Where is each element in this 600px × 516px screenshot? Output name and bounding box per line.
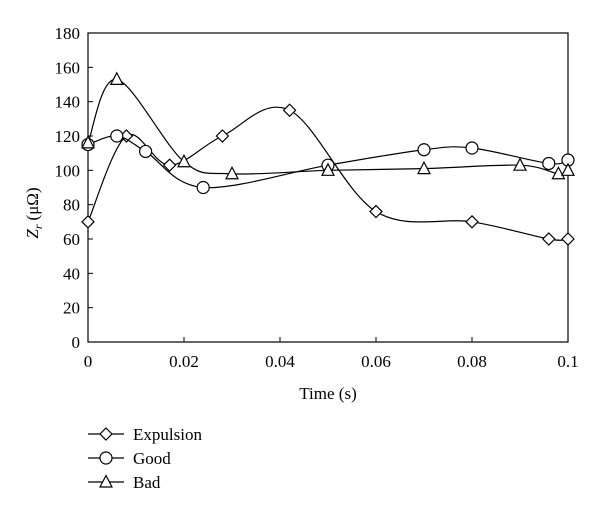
y-axis-symbol: Z	[23, 229, 42, 239]
data-point	[541, 232, 556, 246]
legend-item-expulsion: Expulsion	[88, 425, 202, 444]
series-good	[81, 129, 575, 195]
x-tick-label: 0.1	[557, 352, 578, 371]
axis-ticks: 0 0.02 0.04 0.06 0.08 0.1 0 20 40 60 80 100 120 140 16…	[55, 24, 579, 371]
data-point	[465, 141, 479, 155]
data-point	[513, 157, 527, 171]
data-point	[196, 180, 210, 195]
data-point	[177, 153, 191, 168]
data-point	[282, 103, 297, 118]
y-axis-title: Zr (μΩ)	[23, 187, 45, 238]
data-point	[81, 214, 95, 229]
data-point	[110, 129, 124, 143]
legend-item-good: Good	[88, 449, 171, 468]
data-point	[162, 158, 177, 173]
data-point	[225, 165, 239, 180]
series-expulsion	[81, 103, 575, 246]
series-layer	[81, 71, 575, 246]
legend-item-bad: Bad	[88, 473, 161, 492]
y-tick-label: 80	[63, 196, 80, 215]
data-point	[215, 129, 230, 143]
data-point	[321, 162, 335, 176]
x-axis-title: Time (s)	[299, 384, 356, 403]
series-line	[87, 78, 569, 175]
y-tick-label: 120	[55, 127, 81, 146]
y-axis-subscript: r	[31, 224, 45, 229]
y-axis-unit: (μΩ)	[23, 187, 42, 220]
legend-label: Good	[133, 449, 171, 468]
data-point	[109, 71, 124, 85]
x-tick-label: 0	[84, 352, 93, 371]
y-tick-label: 180	[55, 24, 81, 43]
data-point	[561, 162, 575, 176]
data-point	[465, 214, 479, 229]
legend-label: Bad	[133, 473, 161, 492]
data-point	[369, 204, 383, 219]
data-point	[542, 156, 556, 171]
legend: Expulsion Good Bad	[88, 425, 202, 492]
y-tick-label: 100	[55, 161, 81, 180]
y-tick-label: 140	[55, 93, 81, 112]
data-point	[417, 143, 431, 157]
data-point	[81, 135, 95, 149]
plot-frame	[87, 32, 569, 343]
data-point	[417, 160, 431, 175]
plot-area-border	[87, 32, 569, 343]
legend-label: Expulsion	[133, 425, 202, 444]
y-tick-label: 60	[63, 230, 80, 249]
legend-marker	[99, 451, 113, 465]
y-tick-label: 160	[55, 58, 81, 77]
y-tick-label: 20	[63, 299, 80, 318]
series-bad	[81, 71, 575, 180]
legend-marker	[99, 427, 113, 441]
y-tick-label: 0	[72, 333, 81, 352]
y-tick-label: 40	[63, 264, 80, 283]
data-point	[139, 144, 153, 159]
x-tick-label: 0.04	[265, 352, 295, 371]
data-point	[561, 232, 575, 246]
x-tick-label: 0.02	[169, 352, 199, 371]
x-tick-label: 0.06	[361, 352, 391, 371]
legend-marker	[99, 474, 113, 488]
x-tick-label: 0.08	[457, 352, 487, 371]
